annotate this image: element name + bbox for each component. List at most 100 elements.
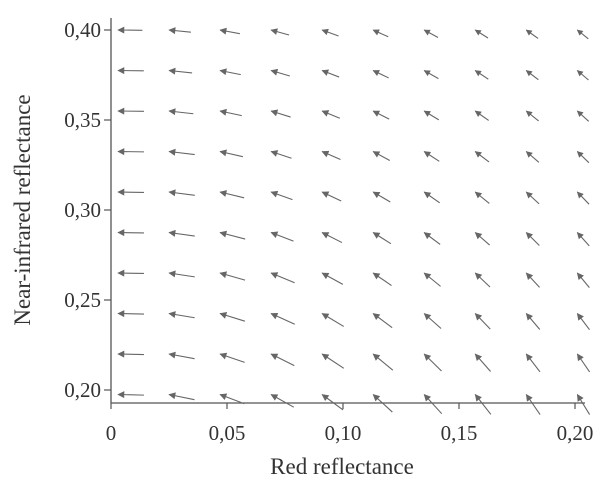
x-tick-label: 0,05 — [209, 421, 246, 445]
vector-arrow — [168, 27, 191, 35]
vector-arrow — [168, 189, 195, 197]
ticks: 0 0,05 0,10 0,15 0,20 0,20 0,25 0,30 0,35 0,40 — [64, 18, 593, 445]
vector-arrow — [219, 271, 246, 281]
vector-arrow — [219, 27, 240, 35]
vector-arrow — [474, 232, 491, 246]
vector-arrow — [117, 67, 144, 75]
vector-arrow — [576, 110, 590, 122]
y-axis-title: Near-infrared reflectance — [10, 94, 35, 325]
vector-arrow — [270, 394, 295, 408]
vector-arrow — [219, 393, 245, 405]
vector-arrow — [372, 110, 390, 120]
vector-arrow — [576, 231, 590, 247]
axes — [110, 18, 585, 404]
vector-arrow — [270, 272, 295, 284]
vector-arrow — [270, 190, 293, 201]
vector-arrow — [525, 272, 540, 288]
y-tick-label: 0,40 — [64, 18, 101, 42]
vector-arrow — [321, 110, 340, 119]
vector-arrow — [219, 352, 245, 363]
vector-arrow — [168, 67, 193, 75]
vector-arrow — [219, 68, 241, 76]
vector-arrow — [117, 107, 144, 115]
vector-arrow — [423, 151, 440, 162]
x-tick-label: 0 — [106, 421, 117, 445]
vector-arrow — [321, 272, 344, 285]
vector-arrow — [423, 191, 441, 204]
vector-arrow — [321, 353, 345, 369]
vector-arrow — [474, 353, 491, 372]
vector-arrow — [117, 350, 144, 358]
vector-arrow — [219, 190, 245, 199]
vector-arrow — [525, 312, 541, 330]
x-tick-label: 0,10 — [325, 421, 362, 445]
vector-arrow — [474, 70, 489, 80]
vector-arrow — [576, 29, 589, 40]
vector-arrow — [372, 394, 393, 413]
vector-arrow — [372, 272, 392, 286]
vector-arrow — [168, 392, 195, 401]
y-tick-label: 0,35 — [64, 108, 101, 132]
vector-arrow — [423, 313, 442, 329]
vector-arrow — [270, 68, 290, 77]
vector-arrow — [321, 313, 344, 327]
vector-arrow — [321, 232, 343, 244]
vector-arrow — [525, 191, 540, 205]
x-tick-label: 0,15 — [441, 421, 478, 445]
vector-arrow — [576, 151, 590, 164]
vector-arrow — [372, 353, 394, 371]
vector-arrow — [168, 311, 195, 319]
vector-arrow — [270, 109, 291, 118]
vector-arrow — [372, 70, 389, 79]
vector-arrow — [117, 310, 144, 318]
vector-arrow — [576, 353, 591, 373]
y-tick-label: 0,20 — [64, 378, 101, 402]
vector-arrow — [423, 232, 441, 245]
vector-arrow — [270, 312, 295, 325]
vector-arrow — [474, 110, 489, 121]
vector-arrow — [168, 270, 195, 278]
vector-arrow — [576, 70, 589, 81]
vector-arrow — [525, 110, 539, 122]
vector-arrow — [117, 26, 143, 34]
vector-arrow — [474, 313, 491, 330]
vector-arrow — [117, 148, 144, 156]
vector-arrow — [321, 69, 340, 78]
vector-arrow — [423, 70, 439, 80]
vector-arrow — [423, 272, 441, 287]
vector-arrow — [372, 232, 392, 245]
x-axis-title: Red reflectance — [270, 454, 414, 479]
vector-arrow — [117, 391, 144, 399]
vector-arrow — [321, 191, 342, 202]
vector-arrow — [525, 393, 541, 415]
y-tick-label: 0,25 — [64, 288, 101, 312]
vector-arrow — [168, 351, 195, 360]
vector-arrow — [525, 353, 541, 373]
y-tick-label: 0,30 — [64, 198, 101, 222]
vector-arrow — [423, 394, 443, 415]
vector-arrow — [423, 29, 439, 38]
vector-arrow — [321, 150, 341, 161]
vector-arrow — [270, 28, 290, 36]
vector-arrow — [117, 188, 144, 196]
vector-arrow — [270, 231, 294, 242]
vector-arrow — [321, 394, 344, 411]
x-tick-label: 0,20 — [557, 421, 594, 445]
vector-arrow — [474, 393, 492, 415]
vector-arrow — [321, 28, 339, 37]
vector-arrow — [117, 269, 144, 277]
vector-arrow — [219, 312, 246, 322]
vector-arrow — [168, 148, 195, 156]
vector-arrow — [219, 230, 246, 240]
vector-arrow — [474, 151, 490, 163]
vector-arrow — [525, 29, 539, 39]
vector-arrow — [168, 229, 195, 237]
vector-arrow — [423, 110, 440, 121]
vector-arrow — [219, 108, 242, 117]
vector-arrow — [576, 191, 590, 205]
vector-arrow — [474, 29, 489, 39]
vector-arrow — [372, 151, 391, 162]
vector-arrow — [474, 191, 490, 204]
vector-arrow — [576, 393, 591, 415]
